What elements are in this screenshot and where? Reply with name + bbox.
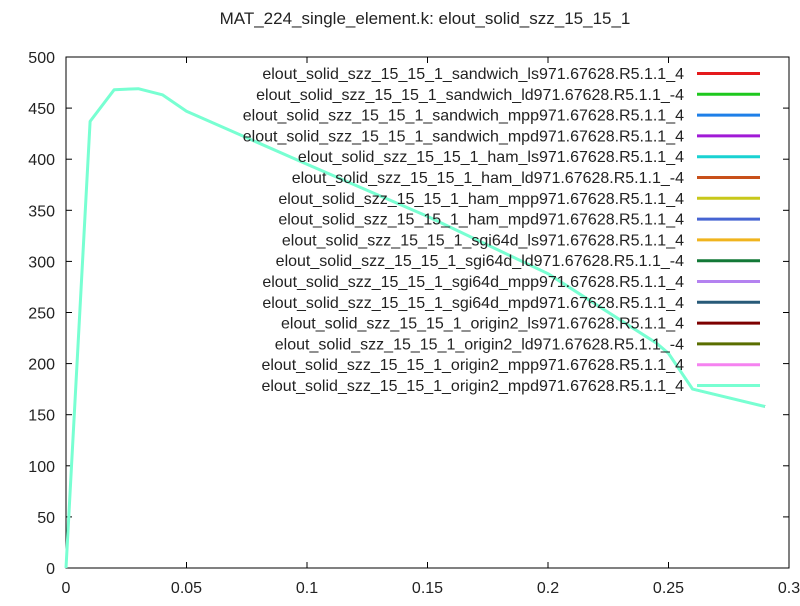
tick-labels: 0 0.05 0.1 0.15 0.2 0.25 0.3 0 50 100 150 200 250 300… xyxy=(28,50,800,597)
legend-label: elout_solid_szz_15_15_1_ham_mpd971.67628… xyxy=(278,212,684,229)
legend-label: elout_solid_szz_15_15_1_sandwich_ld971.6… xyxy=(256,87,684,104)
x-tick-label: 0.1 xyxy=(296,580,318,597)
legend-label: elout_solid_szz_15_15_1_origin2_ls971.67… xyxy=(281,316,684,333)
legend-label: elout_solid_szz_15_15_1_ham_mpp971.67628… xyxy=(278,191,684,208)
y-tick-label: 150 xyxy=(28,408,55,425)
series-lines xyxy=(64,87,766,569)
y-tick-label: 100 xyxy=(28,459,55,476)
chart-title: MAT_224_single_element.k: elout_solid_sz… xyxy=(220,9,631,28)
legend-label: elout_solid_szz_15_15_1_sgi64d_mpd971.67… xyxy=(262,295,684,312)
y-tick-label: 450 xyxy=(28,101,55,118)
legend-label: elout_solid_szz_15_15_1_sgi64d_mpp971.67… xyxy=(262,274,684,291)
legend-label: elout_solid_szz_15_15_1_sandwich_mpd971.… xyxy=(243,128,684,145)
legend-label: elout_solid_szz_15_15_1_origin2_ld971.67… xyxy=(275,336,684,353)
x-tick-label: 0.3 xyxy=(778,580,800,597)
x-tick-label: 0 xyxy=(62,580,71,597)
legend-label: elout_solid_szz_15_15_1_ham_ld971.67628.… xyxy=(292,170,684,187)
legend-label: elout_solid_szz_15_15_1_sgi64d_ls971.676… xyxy=(282,232,684,249)
axes xyxy=(65,56,790,569)
x-tick-label: 0.2 xyxy=(537,580,559,597)
legend: elout_solid_szz_15_15_1_sandwich_ls971.6… xyxy=(243,66,760,395)
legend-label: elout_solid_szz_15_15_1_sandwich_mpp971.… xyxy=(243,108,684,125)
x-tick-label: 0.15 xyxy=(412,580,443,597)
legend-label: elout_solid_szz_15_15_1_origin2_mpp971.6… xyxy=(261,357,684,374)
series-line-16 xyxy=(64,87,766,569)
legend-label: elout_solid_szz_15_15_1_sgi64d_ld971.676… xyxy=(276,253,684,270)
legend-label: elout_solid_szz_15_15_1_origin2_mpd971.6… xyxy=(261,378,684,395)
legend-label: elout_solid_szz_15_15_1_sandwich_ls971.6… xyxy=(262,66,684,83)
y-tick-label: 300 xyxy=(28,254,55,271)
legend-label: elout_solid_szz_15_15_1_ham_ls971.67628.… xyxy=(298,149,684,166)
y-tick-label: 200 xyxy=(28,357,55,374)
y-tick-label: 350 xyxy=(28,203,55,220)
y-tick-label: 500 xyxy=(28,50,55,67)
x-tick-label: 0.05 xyxy=(171,580,202,597)
y-tick-label: 50 xyxy=(37,510,55,527)
y-tick-label: 250 xyxy=(28,306,55,323)
y-tick-label: 400 xyxy=(28,152,55,169)
y-tick-label: 0 xyxy=(46,561,55,578)
x-tick-label: 0.25 xyxy=(653,580,684,597)
